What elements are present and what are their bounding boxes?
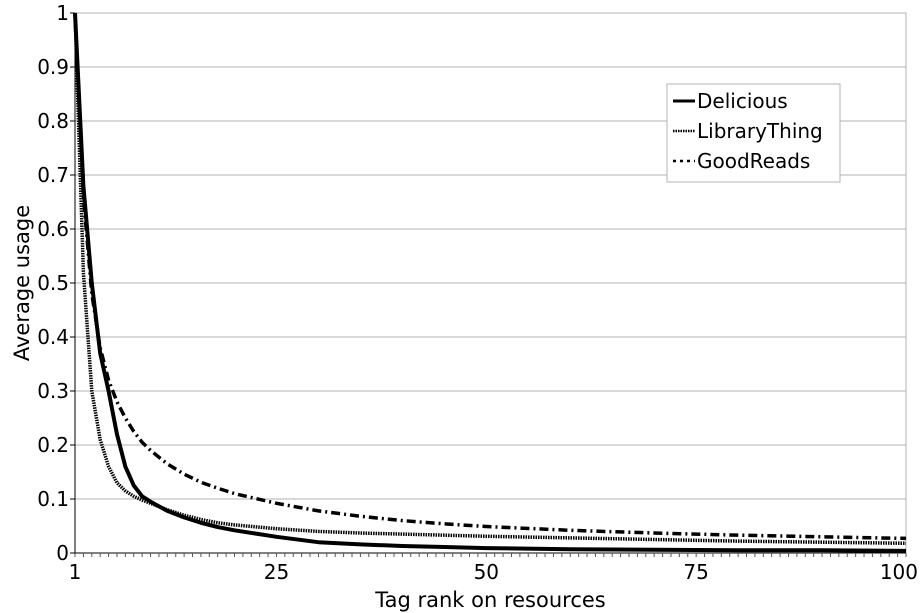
legend-label: Delicious	[697, 89, 788, 113]
y-tick-label: 0.1	[37, 487, 69, 511]
series-lines	[73, 12, 907, 553]
y-tick-label: 0.4	[37, 325, 69, 349]
series-line-delicious	[73, 12, 907, 553]
x-tick-label: 50	[474, 560, 499, 584]
x-tick-label: 25	[264, 560, 289, 584]
y-tick-label: 0.8	[37, 109, 69, 133]
legend-items: Delicious LibraryThing GoodReads	[673, 89, 823, 173]
legend-label: GoodReads	[697, 149, 810, 173]
y-tick-label: 0.6	[37, 217, 69, 241]
y-tick-label: 1	[56, 1, 69, 25]
legend: Delicious LibraryThing GoodReads	[666, 83, 841, 183]
series-line-librarything	[73, 12, 907, 546]
y-tick-label: 0.9	[37, 55, 69, 79]
x-tick-labels: 1 25 50 75 100	[69, 560, 918, 584]
x-tick-label: 100	[880, 560, 918, 584]
y-tick-label: 0	[56, 541, 69, 565]
y-tick-label: 0.7	[37, 163, 69, 187]
y-tick-label: 0.3	[37, 379, 69, 403]
y-tick-label: 0.5	[37, 271, 69, 295]
y-tick-label: 0.2	[37, 433, 69, 457]
series-line-goodreads	[73, 12, 907, 541]
x-tick-label: 1	[69, 560, 82, 584]
y-tick-labels: 0 0.1 0.2 0.3 0.4 0.5 0.6 0.7 0.8 0.9 1	[37, 1, 69, 565]
x-tick-label: 75	[683, 560, 708, 584]
legend-label: LibraryThing	[697, 119, 823, 143]
y-axis-title: Average usage	[10, 205, 34, 361]
axes	[70, 12, 907, 557]
legend-box	[666, 83, 841, 183]
x-axis-title: Tag rank on resources	[374, 588, 605, 612]
